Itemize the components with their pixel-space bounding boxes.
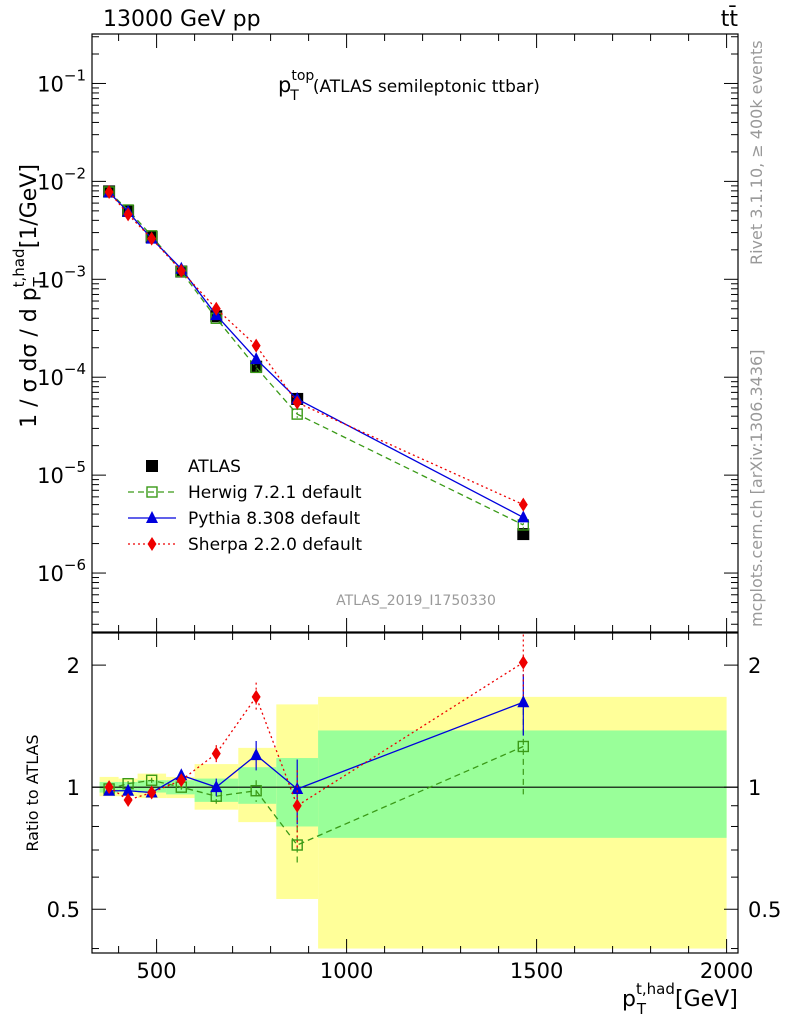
- data-point: [104, 184, 114, 199]
- rivet-label: Rivet 3.1.10, ≥ 400k events: [747, 40, 766, 265]
- uncertainty-band-inner: [318, 730, 727, 838]
- series-pythia: [103, 185, 530, 523]
- ratio-series-sherpa: [104, 634, 528, 850]
- x-tick-label: 500: [137, 959, 177, 983]
- y-tick-label: 10−2: [37, 164, 86, 194]
- legend-label: Herwig 7.2.1 default: [188, 483, 362, 503]
- y-tick-label: 10−5: [37, 458, 86, 488]
- series-line: [108, 191, 524, 526]
- ratio-point: [210, 780, 223, 793]
- ratio-y-tick-label-left: 1: [67, 776, 80, 800]
- legend-marker: [146, 486, 158, 498]
- legend-entry: ATLAS: [146, 457, 241, 477]
- ratio-point: [123, 792, 133, 807]
- series-herwig: [103, 186, 529, 531]
- data-point: [176, 263, 186, 278]
- x-tick-label: 1000: [320, 959, 373, 983]
- ratio-point: [147, 785, 157, 800]
- ratio-point: [104, 780, 114, 795]
- ratio-point: [291, 839, 303, 851]
- ratio-point: [517, 740, 529, 753]
- ratio-point: [176, 773, 186, 788]
- legend-marker: [147, 537, 157, 551]
- ratio-point: [250, 785, 262, 797]
- header-left-label: 13000 GeV pp: [103, 7, 261, 32]
- data-point: [251, 338, 261, 353]
- mcplots-label: mcplots.cern.ch [arXiv:1306.3436]: [747, 350, 766, 627]
- y-tick-label: 10−6: [37, 556, 86, 586]
- ratio-point: [211, 746, 221, 761]
- data-point: [211, 301, 221, 316]
- ratio-line: [108, 745, 524, 846]
- ratio-point: [122, 783, 135, 796]
- data-point: [123, 207, 133, 222]
- ratio-y-tick-label-right: 0.5: [748, 898, 781, 922]
- ratio-frame: [91, 632, 739, 954]
- x-axis-label: pt,had T [GeV]: [622, 980, 738, 1018]
- main-panel: 10−6 10−5 10−4 10−3 10−2 10−1 ptop T (ATLAS sem…: [10, 33, 739, 633]
- data-point: [250, 352, 263, 365]
- legend-marker: [146, 511, 158, 523]
- main-frame: [91, 33, 739, 633]
- y-tick-label: 10−4: [37, 360, 86, 390]
- ratio-panel: 0.5 0.5 1 1 2 2 Ratio to ATLAS 500 1000 1500 200…: [23, 632, 781, 1018]
- ratio-point: [518, 655, 528, 670]
- y-tick-label: 10−3: [37, 262, 86, 292]
- ratio-y-tick-label-right: 1: [748, 776, 761, 800]
- legend-label: Sherpa 2.2.0 default: [188, 535, 362, 555]
- legend-entry: Sherpa 2.2.0 default: [128, 535, 362, 555]
- legend-marker: [146, 460, 158, 472]
- ratio-point: [145, 774, 158, 786]
- legend-entry: Pythia 8.308 default: [128, 509, 361, 529]
- ratio-line: [109, 701, 524, 794]
- ratio-series-pythia: [103, 674, 530, 825]
- ratio-point: [250, 748, 263, 761]
- ratio-y-tick-label-right: 2: [748, 654, 761, 678]
- series-line: [108, 192, 524, 518]
- data-point: [517, 510, 530, 523]
- watermark-label: ATLAS_2019_I1750330: [336, 593, 496, 609]
- legend-entry: Herwig 7.2.1 default: [128, 483, 362, 503]
- ratio-point: [291, 781, 304, 794]
- ratio-point: [251, 689, 261, 704]
- ratio-ylabel: Ratio to ATLAS: [23, 734, 42, 851]
- series-sherpa: [104, 184, 528, 512]
- ratio-y-tick-label-left: 0.5: [47, 898, 80, 922]
- legend: ATLAS Herwig 7.2.1 default Pythia 8.308 de…: [128, 457, 362, 555]
- ratio-point: [292, 798, 302, 813]
- data-point: [147, 231, 157, 246]
- data-point: [518, 497, 528, 512]
- main-ylabel: 1 / σ dσ / d pt,had T [1/GeV]: [10, 164, 48, 428]
- ratio-point: [517, 695, 530, 708]
- data-point: [517, 528, 530, 541]
- ratio-line: [108, 661, 524, 807]
- data-point: [292, 395, 302, 410]
- x-tick-label: 2000: [700, 959, 753, 983]
- header-right-label: tt̄: [721, 6, 739, 32]
- y-tick-label: 10−1: [37, 66, 86, 96]
- series-line: [108, 191, 524, 506]
- plot-title: ptop T (ATLAS semileptonic ttbar): [278, 68, 540, 104]
- legend-label: Pythia 8.308 default: [188, 509, 361, 529]
- x-tick-label: 1500: [510, 959, 563, 983]
- legend-label: ATLAS: [188, 457, 241, 477]
- ratio-y-tick-label-left: 2: [67, 654, 80, 678]
